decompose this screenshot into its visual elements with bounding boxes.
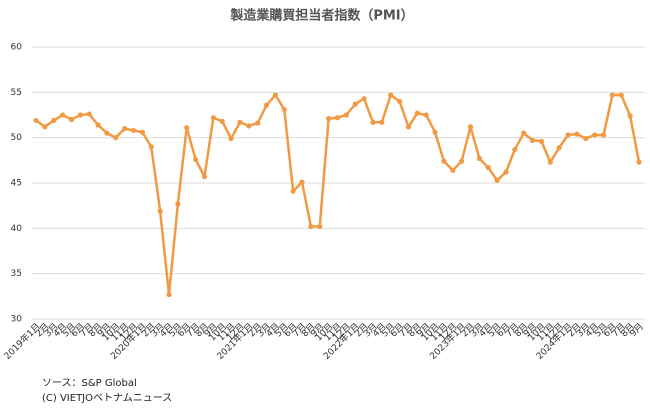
marker xyxy=(299,179,305,185)
marker xyxy=(503,169,509,175)
marker xyxy=(60,112,66,118)
marker xyxy=(139,129,146,135)
marker xyxy=(317,223,323,230)
marker xyxy=(379,119,385,125)
marker xyxy=(459,158,465,164)
marker xyxy=(95,122,101,128)
marker xyxy=(263,102,270,108)
marker xyxy=(450,167,456,173)
marker xyxy=(77,112,83,118)
marker xyxy=(538,138,545,144)
marker xyxy=(441,158,447,164)
x-tick-label: 2019年1月 xyxy=(1,320,42,361)
marker xyxy=(122,126,128,132)
y-tick-label: 35 xyxy=(11,269,22,279)
marker xyxy=(281,106,287,113)
y-tick-label: 50 xyxy=(11,133,23,143)
marker xyxy=(42,124,48,130)
marker xyxy=(157,208,163,214)
marker xyxy=(556,145,562,151)
y-tick-label: 40 xyxy=(11,224,23,234)
marker xyxy=(86,111,92,117)
marker xyxy=(237,119,243,125)
marker xyxy=(193,156,199,163)
marker xyxy=(130,127,137,134)
marker xyxy=(396,98,403,104)
marker xyxy=(583,135,589,142)
marker xyxy=(343,112,349,118)
chart-title: 製造業購買担当者指数（PMI） xyxy=(229,8,413,24)
marker xyxy=(113,135,119,141)
marker xyxy=(166,291,172,298)
line xyxy=(35,93,641,296)
marker xyxy=(547,159,553,165)
y-tick-label: 55 xyxy=(11,88,22,98)
copyright: (C) VIETJOベトナムニュース xyxy=(42,392,172,404)
marker xyxy=(370,119,376,125)
y-tick-label: 45 xyxy=(11,179,22,189)
source: ソース：S&P Global xyxy=(42,378,137,389)
marker xyxy=(618,92,624,98)
marker xyxy=(210,115,216,121)
y-tick-label: 60 xyxy=(11,43,23,53)
marker xyxy=(565,132,571,138)
marker xyxy=(255,120,261,126)
marker xyxy=(600,132,607,138)
marker xyxy=(432,129,438,135)
marker xyxy=(219,118,225,124)
marker xyxy=(51,117,57,124)
marker xyxy=(592,132,598,138)
marker xyxy=(414,110,420,116)
marker xyxy=(405,124,412,130)
marker xyxy=(326,116,332,122)
marker xyxy=(175,201,181,207)
marker xyxy=(272,92,279,98)
marker xyxy=(485,164,491,171)
marker xyxy=(352,101,358,107)
marker xyxy=(104,130,110,136)
marker xyxy=(201,174,208,180)
marker xyxy=(334,115,341,121)
marker xyxy=(521,130,527,136)
marker xyxy=(308,223,314,230)
marker xyxy=(184,125,190,131)
marker xyxy=(33,117,39,124)
marker xyxy=(609,92,615,98)
marker xyxy=(148,144,154,150)
marker xyxy=(246,123,252,129)
marker xyxy=(290,188,296,194)
marker xyxy=(68,116,75,123)
marker xyxy=(574,131,580,137)
marker xyxy=(512,146,518,153)
marker xyxy=(627,113,633,119)
marker xyxy=(228,135,234,142)
marker xyxy=(388,92,394,98)
marker xyxy=(423,112,429,118)
y-tick-label: 30 xyxy=(11,315,23,325)
marker xyxy=(529,137,536,143)
marker xyxy=(636,159,642,165)
marker xyxy=(467,124,474,130)
marker xyxy=(476,155,482,162)
marker xyxy=(494,177,500,183)
marker xyxy=(361,96,367,102)
